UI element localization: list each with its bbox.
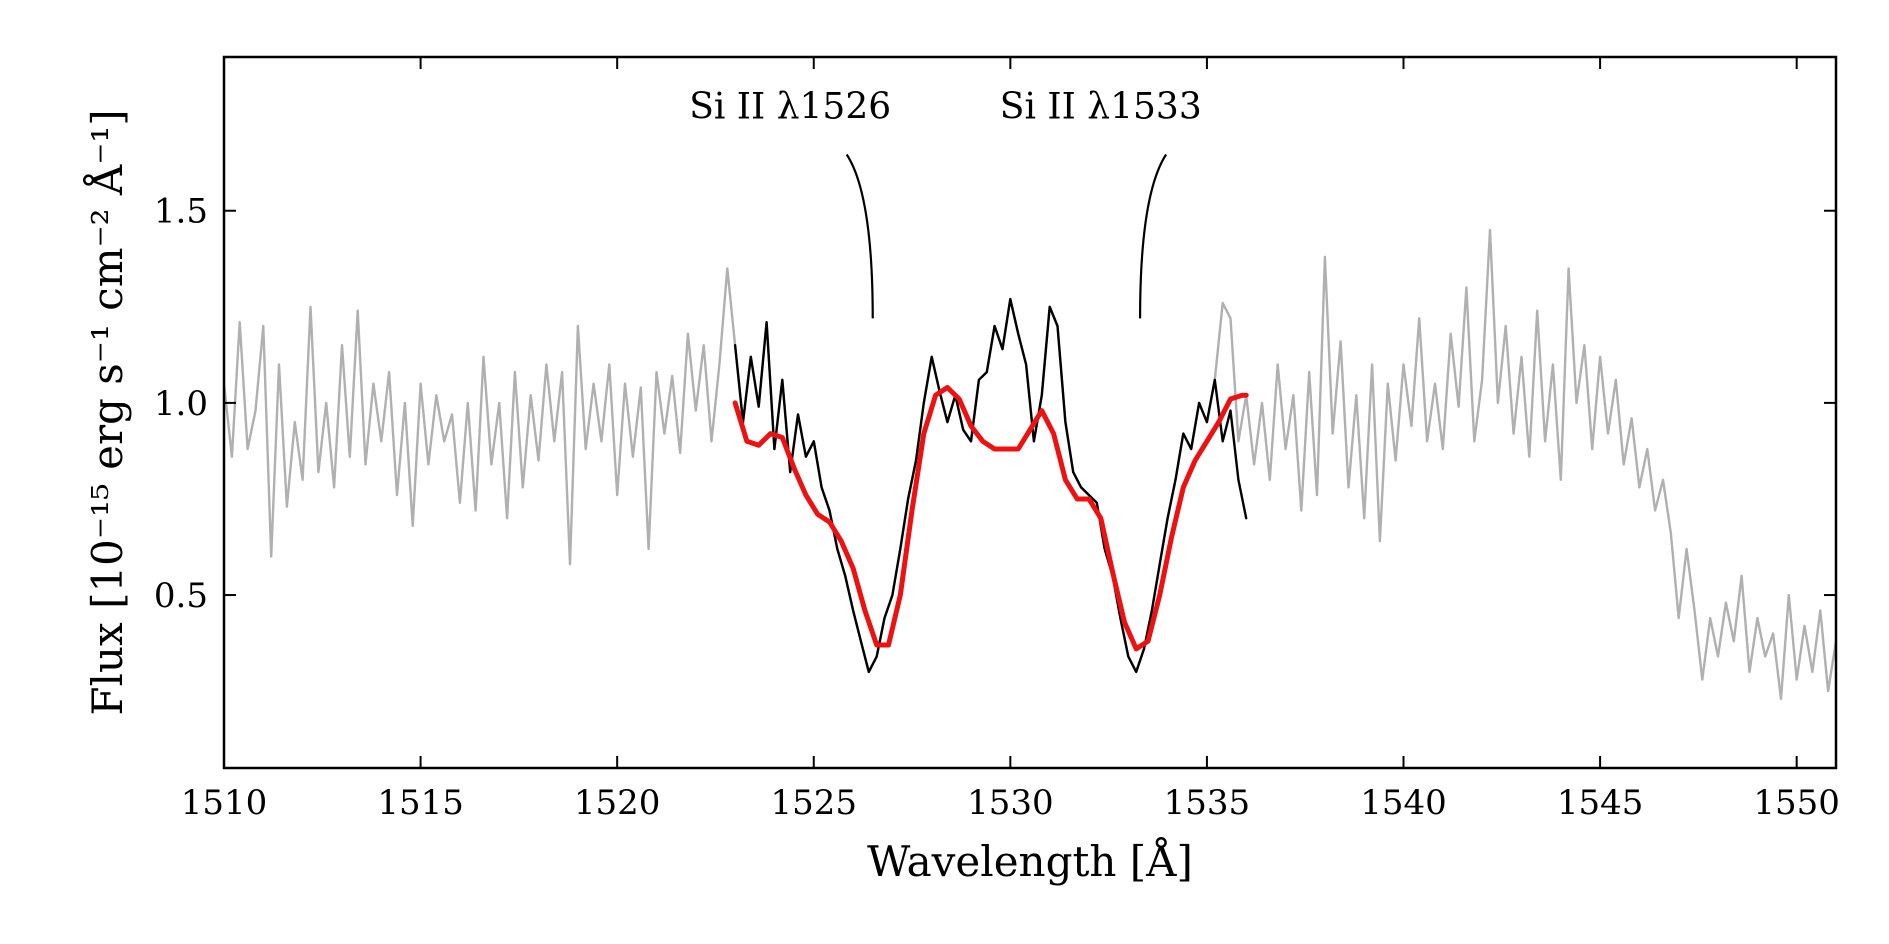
y-tick-label: 0.5	[154, 576, 208, 616]
series-line-gray	[224, 228, 1836, 700]
x-tick-label: 1540	[1360, 783, 1447, 823]
x-tick-label: 1535	[1164, 783, 1251, 823]
annotation-label: Si II λ1526	[689, 86, 891, 127]
x-axis-label: Wavelength [Å]	[867, 836, 1193, 886]
y-axis-ticks: 0.5 1.0 1.5	[154, 192, 1836, 616]
annotation-leader-line	[1138, 153, 1168, 319]
axes-frame	[222, 55, 1838, 770]
annotation-leader-line	[845, 153, 874, 319]
series-observed-full	[224, 228, 1836, 700]
x-tick-label: 1515	[377, 783, 464, 823]
y-tick-label: 1.5	[154, 192, 208, 232]
x-tick-label: 1550	[1753, 783, 1840, 823]
x-tick-label: 1520	[574, 783, 661, 823]
series-observed-fit-region	[733, 297, 1248, 674]
series-model-fit	[732, 385, 1249, 652]
y-axis-label: Flux [10⁻¹⁵ erg s⁻¹ cm⁻² Å⁻¹]	[82, 109, 132, 715]
annotation-label: Si II λ1533	[1000, 86, 1202, 127]
plot-area	[224, 228, 1836, 700]
series-line-red	[732, 385, 1249, 652]
x-tick-label: 1510	[181, 783, 268, 823]
y-tick-label: 1.0	[154, 384, 208, 424]
series-line-black	[733, 297, 1248, 674]
x-tick-label: 1530	[967, 783, 1054, 823]
x-tick-label: 1545	[1557, 783, 1644, 823]
line-annotations: Si II λ1526 Si II λ1533	[689, 86, 1202, 319]
x-tick-label: 1525	[770, 783, 857, 823]
x-axis-ticks: 1510 1515 1520 1525 1530 1535 1540 1545 1550	[181, 57, 1840, 823]
